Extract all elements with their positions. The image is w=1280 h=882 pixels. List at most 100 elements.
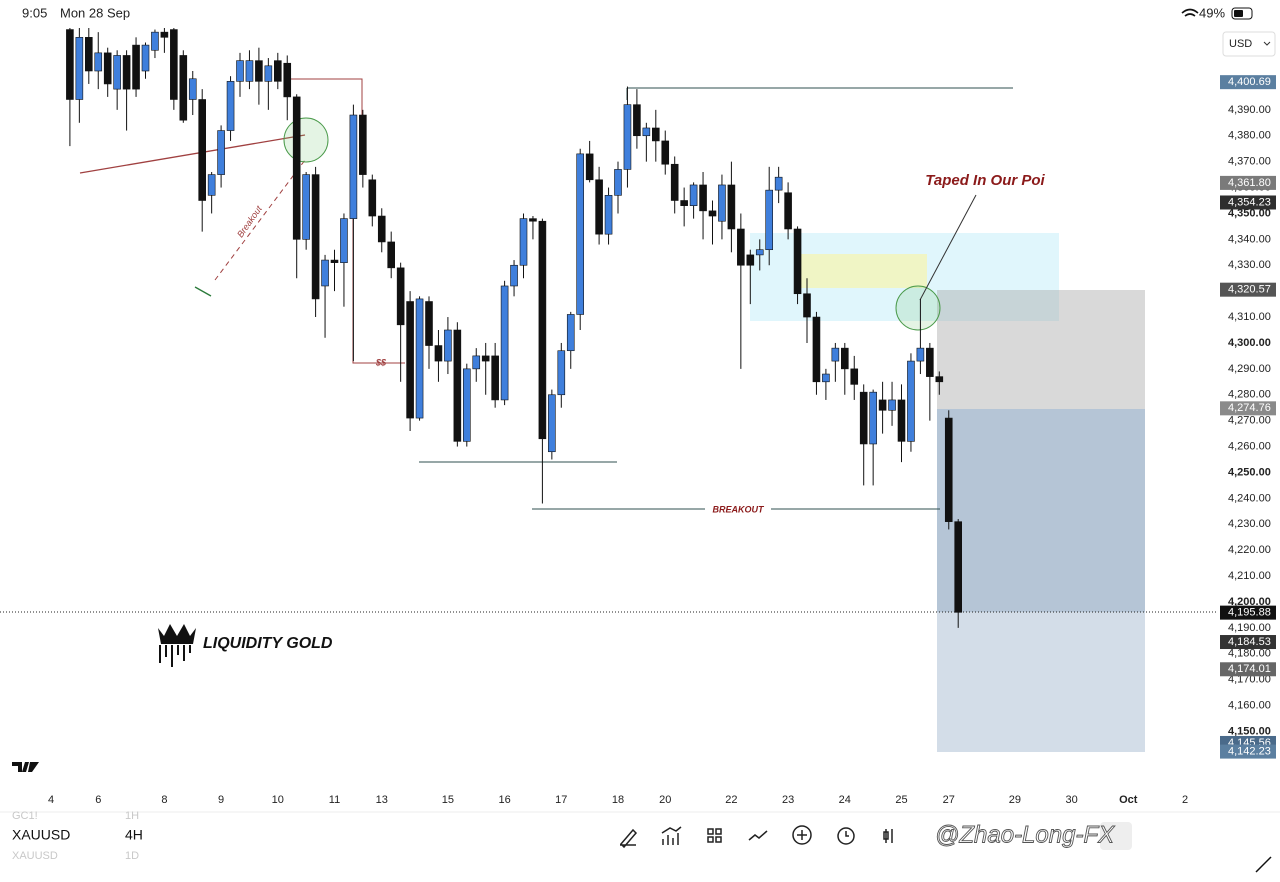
candle-body [557, 350, 566, 396]
candle-body [217, 130, 225, 175]
symbol[interactable]: XAUUSD [12, 827, 70, 843]
candle-body [141, 44, 150, 72]
x-tick-label: 16 [498, 794, 510, 806]
candle-body [75, 37, 84, 100]
poi-label: Taped In Our Poi [925, 172, 1045, 189]
breakout-dash [214, 159, 306, 281]
candle-body [623, 104, 632, 170]
candle-body [680, 200, 688, 206]
candle-body [878, 399, 887, 411]
price-badge-label: 4,184.53 [1228, 636, 1271, 648]
interval[interactable]: 4H [125, 827, 143, 843]
wifi-icon [1181, 8, 1199, 17]
x-tick-label: 4 [48, 794, 54, 806]
tool-highlight [1100, 822, 1132, 850]
plot [66, 28, 963, 628]
y-tick-label: 4,220.00 [1228, 544, 1271, 556]
clock-hand [845, 831, 849, 837]
x-tick-label: 18 [612, 794, 624, 806]
candle-body [869, 391, 877, 445]
target-zone-ext [937, 612, 1145, 752]
status-date: Mon 28 Sep [60, 5, 130, 20]
candle-body [566, 314, 575, 352]
symbol[interactable]: GC1! [12, 810, 38, 822]
x-tick-label: 2 [1182, 794, 1188, 806]
tv-logo [12, 762, 39, 772]
candle-body [273, 60, 282, 82]
candle-body [188, 78, 197, 100]
draw-tool[interactable] [619, 828, 638, 849]
x-tick-label: 13 [376, 794, 388, 806]
x-tick-label: 27 [943, 794, 955, 806]
candle-body [103, 52, 112, 85]
candle-body [226, 81, 235, 131]
price-badge [1220, 195, 1276, 210]
watermark: @Zhao-Long-FX [935, 821, 1115, 848]
candle-body [642, 127, 651, 137]
drawings [0, 78, 1218, 752]
y-tick-label: 4,270.00 [1228, 415, 1271, 427]
candle-body [765, 189, 774, 251]
price-badge-label: 4,361.80 [1228, 177, 1271, 189]
candle-body [264, 65, 273, 82]
candle-body [415, 298, 424, 419]
candle-body [160, 31, 169, 38]
label-bg [705, 502, 771, 516]
symbol[interactable]: XAUUSD [12, 850, 58, 862]
x-tick-label: 9 [218, 794, 224, 806]
candle-body [406, 301, 414, 419]
currency[interactable]: USD [1229, 38, 1252, 50]
candle-body [633, 104, 641, 137]
layout-tool[interactable] [707, 828, 722, 843]
y-tick-label: 4,310.00 [1228, 311, 1271, 323]
candle-body [481, 355, 490, 362]
brand: LIQUIDITY GOLD [203, 635, 333, 652]
x-axis: 4 6 8 9 10 11 13 15 16 17 18 20 22 23 24 25 27 29 30 Oct 2 [48, 794, 1188, 806]
candle-body [916, 347, 925, 362]
price-badge-label: 4,354.23 [1228, 196, 1271, 208]
candle-body [651, 127, 660, 142]
candle-body [944, 417, 953, 522]
candle-body [935, 376, 944, 383]
x-tick-label: 23 [782, 794, 794, 806]
battery: 49% [1199, 5, 1225, 20]
corner-mark [1255, 856, 1272, 873]
price-labels: 4,400.69 4,361.80 4,354.23 4,320.57 4,274.76… [1220, 75, 1276, 759]
candle-body [661, 140, 670, 165]
toolbar [619, 825, 893, 849]
price-badge [1220, 75, 1276, 90]
breakout-tick [194, 286, 212, 297]
candle-body [519, 218, 528, 266]
interval[interactable]: 1H [125, 810, 139, 822]
x-tick-label: Oct [1119, 794, 1138, 806]
candle-body [859, 391, 868, 445]
x-tick-label: 24 [839, 794, 851, 806]
y-tick-label: 4,260.00 [1228, 440, 1271, 452]
status-time: 9:05 [22, 5, 47, 20]
y-tick-label: 4,190.00 [1228, 622, 1271, 634]
y-tick-label: 4,340.00 [1228, 233, 1271, 245]
trendline [79, 134, 306, 174]
candle-body [708, 210, 717, 217]
add-tool[interactable] [792, 825, 812, 845]
alert-tool[interactable] [837, 827, 855, 845]
x-tick-label: 15 [442, 794, 454, 806]
candle-body [840, 347, 849, 370]
price-badge-label: 4,320.57 [1228, 284, 1271, 296]
replay-tool[interactable] [883, 829, 893, 843]
y-tick-label: 4,200.00 [1228, 596, 1271, 608]
interval[interactable]: 1D [125, 850, 139, 862]
candle-body [292, 96, 301, 240]
y-tick-label: 4,280.00 [1228, 389, 1271, 401]
y-tick-label: 4,290.00 [1228, 363, 1271, 375]
crown-drip [159, 645, 191, 667]
currency-box[interactable] [1222, 31, 1276, 57]
candle-body [793, 228, 802, 295]
x-tick-label: 29 [1009, 794, 1021, 806]
candle-body [368, 179, 377, 217]
candle-body [850, 368, 859, 385]
compare-tool[interactable] [748, 830, 768, 841]
candle-body [122, 55, 131, 90]
x-tick-label: 30 [1065, 794, 1077, 806]
indicator-tool[interactable] [661, 826, 682, 845]
